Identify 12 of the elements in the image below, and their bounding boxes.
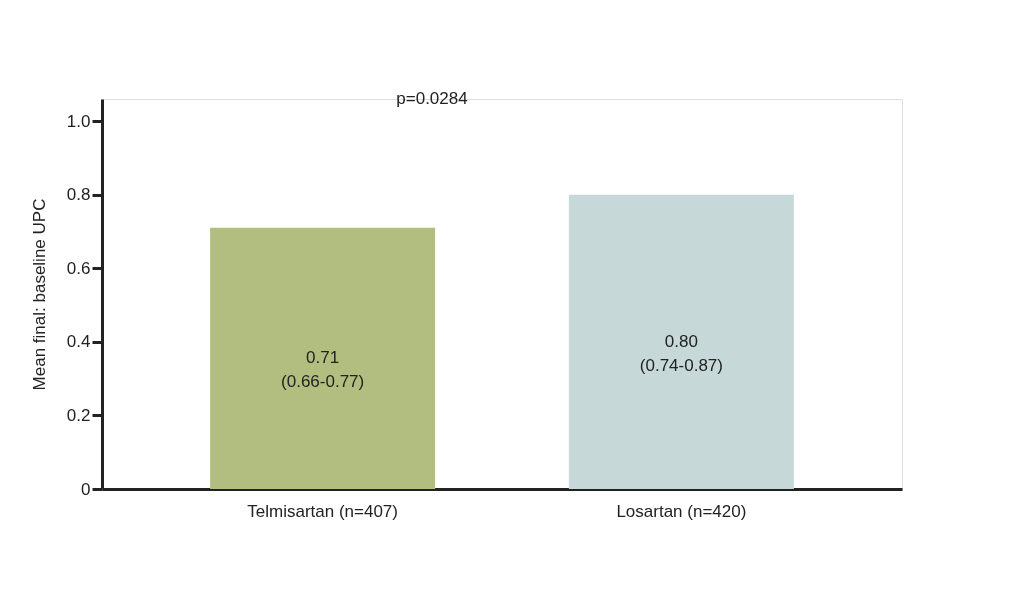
y-tick-label: 0 — [81, 479, 91, 499]
y-tick-label: 0.6 — [66, 258, 91, 278]
x-tick-label: Losartan (n=420) — [616, 501, 747, 521]
data-label: 0.80 (0.74-0.87) — [639, 331, 723, 375]
y-tick-label: 1.0 — [66, 111, 91, 131]
y-tick-label: 0.8 — [66, 185, 91, 205]
annotation: p=0.0284 — [396, 89, 468, 108]
y-axis-title: Mean final: baseline UPC — [29, 198, 49, 391]
y-tick-label: 0.4 — [66, 332, 91, 352]
data-label: 0.71 (0.66-0.77) — [281, 348, 365, 392]
x-tick-label: Telmisartan (n=407) — [247, 501, 398, 521]
y-tick-label: 0.2 — [66, 405, 91, 425]
